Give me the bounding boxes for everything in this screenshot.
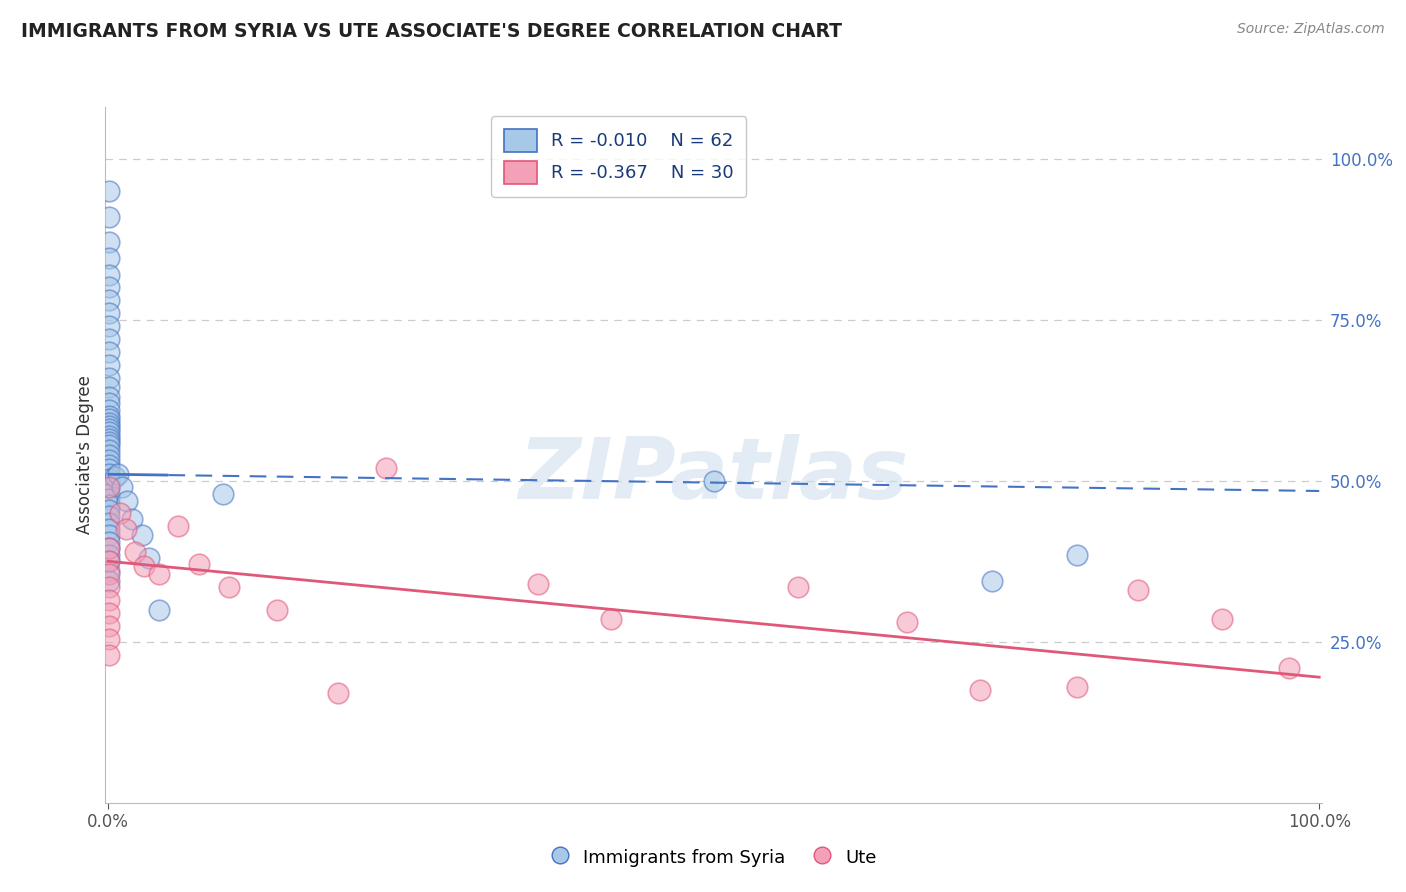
Point — [98, 567, 121, 582]
Point — [98, 428, 121, 442]
Point — [98, 402, 121, 417]
Point — [1211, 612, 1233, 626]
Point — [98, 390, 121, 404]
Point — [121, 512, 143, 526]
Point — [98, 498, 121, 512]
Point — [98, 409, 121, 424]
Point — [98, 412, 121, 426]
Point — [98, 516, 121, 530]
Point — [98, 541, 121, 556]
Text: Source: ZipAtlas.com: Source: ZipAtlas.com — [1237, 22, 1385, 37]
Point — [124, 544, 146, 558]
Point — [1066, 680, 1088, 694]
Point — [98, 554, 121, 568]
Point — [98, 522, 121, 536]
Point — [98, 548, 121, 562]
Point — [98, 648, 121, 662]
Point — [98, 574, 121, 588]
Point — [1278, 660, 1301, 674]
Point — [1126, 583, 1149, 598]
Legend: Immigrants from Syria, Ute: Immigrants from Syria, Ute — [544, 840, 883, 874]
Point — [266, 602, 288, 616]
Point — [702, 474, 725, 488]
Point — [98, 476, 121, 491]
Point — [98, 632, 121, 646]
Point — [138, 551, 160, 566]
Point — [98, 435, 121, 450]
Point — [148, 567, 170, 582]
Point — [98, 358, 121, 372]
Point — [98, 564, 121, 578]
Point — [98, 472, 121, 486]
Point — [104, 470, 127, 484]
Point — [98, 580, 121, 594]
Point — [98, 458, 121, 472]
Point — [131, 528, 153, 542]
Point — [98, 344, 121, 359]
Point — [98, 184, 121, 198]
Point — [98, 268, 121, 282]
Point — [98, 448, 121, 462]
Point — [599, 612, 621, 626]
Point — [98, 462, 121, 476]
Text: ZIPatlas: ZIPatlas — [519, 434, 908, 517]
Point — [98, 502, 121, 516]
Point — [98, 438, 121, 452]
Point — [98, 528, 121, 542]
Point — [98, 554, 121, 568]
Point — [117, 494, 139, 508]
Point — [134, 558, 156, 573]
Point — [896, 615, 918, 630]
Point — [981, 574, 1004, 588]
Point — [98, 396, 121, 410]
Point — [375, 460, 398, 475]
Point — [98, 380, 121, 394]
Point — [98, 453, 121, 467]
Point — [98, 534, 121, 549]
Point — [98, 592, 121, 607]
Point — [98, 425, 121, 440]
Point — [98, 491, 121, 506]
Point — [98, 210, 121, 224]
Point — [98, 306, 121, 320]
Point — [98, 541, 121, 556]
Point — [98, 235, 121, 250]
Point — [98, 416, 121, 430]
Point — [98, 252, 121, 266]
Point — [98, 332, 121, 346]
Point — [969, 683, 991, 698]
Point — [108, 506, 131, 520]
Point — [98, 509, 121, 524]
Point — [98, 319, 121, 334]
Point — [98, 618, 121, 632]
Point — [98, 442, 121, 457]
Point — [187, 558, 209, 572]
Point — [1066, 548, 1088, 562]
Point — [111, 480, 134, 494]
Point — [98, 482, 121, 496]
Text: IMMIGRANTS FROM SYRIA VS UTE ASSOCIATE'S DEGREE CORRELATION CHART: IMMIGRANTS FROM SYRIA VS UTE ASSOCIATE'S… — [21, 22, 842, 41]
Point — [98, 467, 121, 482]
Point — [167, 518, 190, 533]
Point — [98, 419, 121, 434]
Y-axis label: Associate's Degree: Associate's Degree — [76, 376, 94, 534]
Point — [107, 467, 129, 482]
Point — [787, 580, 810, 594]
Point — [98, 606, 121, 620]
Point — [98, 480, 121, 494]
Point — [98, 432, 121, 446]
Point — [98, 293, 121, 308]
Point — [98, 370, 121, 384]
Point — [98, 486, 121, 500]
Point — [218, 580, 240, 594]
Point — [326, 686, 349, 700]
Point — [148, 602, 170, 616]
Point — [115, 522, 138, 536]
Point — [527, 576, 550, 591]
Point — [98, 422, 121, 436]
Point — [98, 280, 121, 294]
Point — [212, 486, 235, 500]
